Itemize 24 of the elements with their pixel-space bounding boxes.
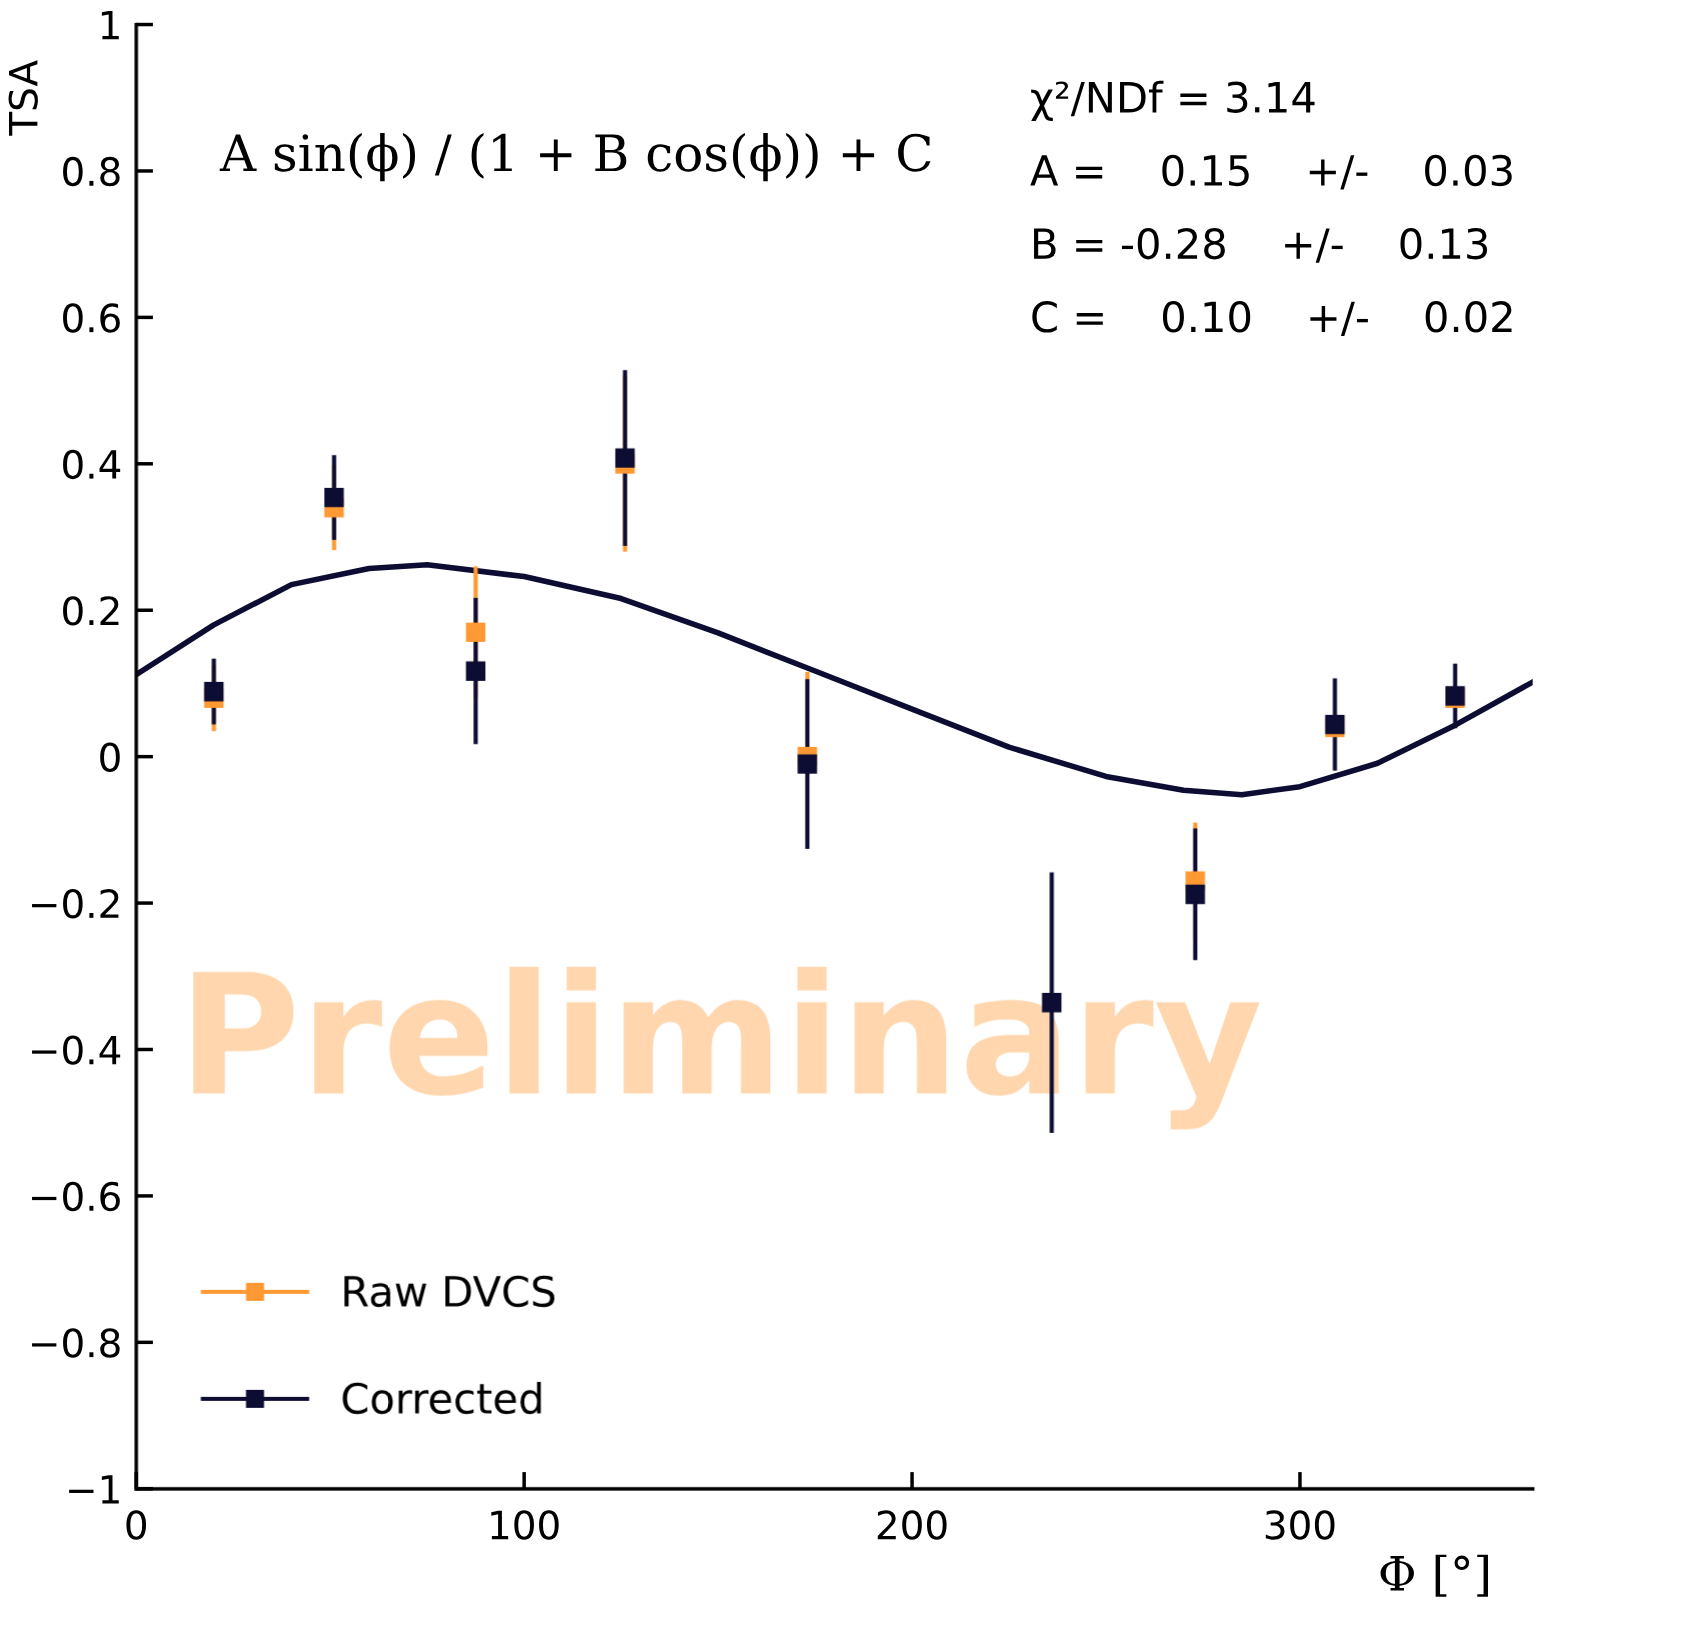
x-axis-title: Φ [°]	[1380, 1554, 1488, 1597]
y-tick-label: 0.4	[63, 449, 121, 480]
x-tick-label: 100	[491, 1510, 559, 1540]
annotation: A = 0.15 +/- 0.03	[1030, 154, 1512, 190]
y-tick-label: −0.2	[32, 888, 119, 919]
x-tick-label: 200	[877, 1510, 947, 1540]
y-tick-label: −1	[69, 1475, 119, 1504]
y-axis-title: TSA	[8, 60, 38, 136]
y-tick-label: 0	[100, 742, 120, 772]
x-tick-label: 0	[126, 1510, 147, 1540]
annotation: A sin(ϕ) / (1 + B cos(ϕ)) + C	[219, 132, 931, 182]
legend-label: Corrected	[342, 1381, 541, 1415]
annotation: C = 0.10 +/- 0.02	[1032, 301, 1512, 336]
y-tick-label: 0.6	[63, 303, 120, 333]
annotation: χ²/NDf = 3.14	[1031, 80, 1315, 122]
x-tick-label: 300	[1265, 1510, 1335, 1540]
y-tick-label: 0.8	[63, 156, 120, 187]
y-tick-label: 0.2	[63, 596, 119, 626]
y-tick-label: 1	[101, 10, 119, 40]
y-tick-label: −0.6	[32, 1181, 120, 1212]
y-tick-label: −0.4	[32, 1035, 121, 1065]
legend-label: Raw DVCS	[344, 1275, 555, 1308]
annotation: B = -0.28 +/- 0.13	[1034, 227, 1488, 263]
y-tick-label: −0.8	[32, 1328, 120, 1358]
